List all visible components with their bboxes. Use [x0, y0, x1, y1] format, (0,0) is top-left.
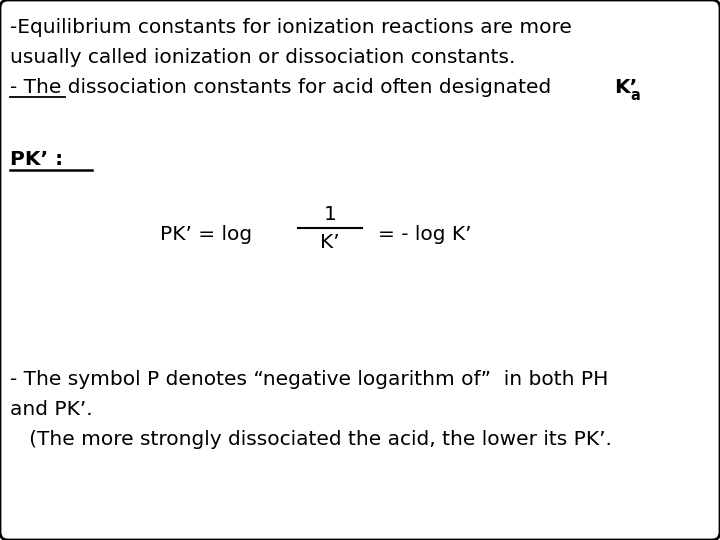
- Text: = - log K’: = - log K’: [378, 225, 472, 244]
- Text: PK’ = log: PK’ = log: [160, 225, 252, 244]
- Text: - The symbol P denotes “negative logarithm of”  in both PH: - The symbol P denotes “negative logarit…: [10, 370, 608, 389]
- Text: usually called ionization or dissociation constants.: usually called ionization or dissociatio…: [10, 48, 516, 67]
- Text: and PK’.: and PK’.: [10, 400, 93, 419]
- Text: K’: K’: [614, 78, 637, 97]
- Text: K’: K’: [320, 233, 340, 252]
- Text: -Equilibrium constants for ionization reactions are more: -Equilibrium constants for ionization re…: [10, 18, 572, 37]
- Text: (The more strongly dissociated the acid, the lower its PK’.: (The more strongly dissociated the acid,…: [10, 430, 612, 449]
- Text: a: a: [630, 88, 640, 103]
- Text: - The dissociation constants for acid often designated: - The dissociation constants for acid of…: [10, 78, 557, 97]
- Text: 1: 1: [323, 205, 336, 224]
- Text: PK’ :: PK’ :: [10, 150, 63, 169]
